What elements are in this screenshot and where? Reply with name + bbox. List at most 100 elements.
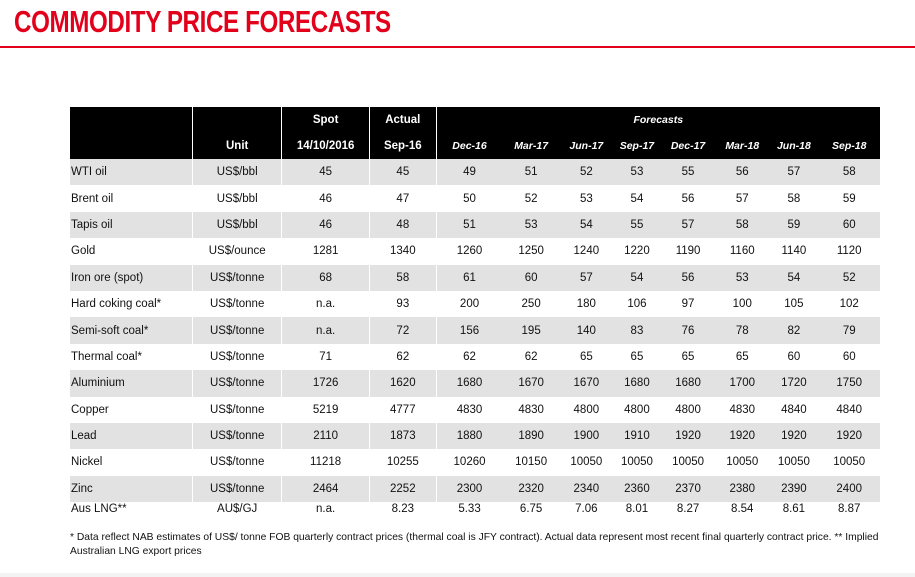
forecast-cell: 10050 <box>559 449 613 476</box>
actual-cell: 58 <box>369 264 437 291</box>
spot-cell: 71 <box>281 343 370 371</box>
forecast-cell: 4830 <box>715 396 770 423</box>
forecast-cell: 1920 <box>769 422 819 450</box>
forecast-cell: 78 <box>715 317 770 344</box>
forecast-cell: 60 <box>818 343 880 371</box>
unit-cell: US$/bbl <box>192 159 282 186</box>
forecast-cell: 58 <box>715 211 770 239</box>
unit-cell: US$/tonne <box>192 449 282 476</box>
table-row: Aluminium US$/tonne 1726 1620 1680 1670 1670 16… <box>70 370 880 397</box>
header-forecast-period: Mar-17 <box>502 133 560 159</box>
forecast-cell: 1680 <box>660 370 716 397</box>
forecast-cell: 53 <box>502 211 560 239</box>
forecast-cell: 10050 <box>715 449 770 476</box>
spot-cell: 45 <box>281 159 370 186</box>
forecast-cell: 7.06 <box>559 502 613 521</box>
forecast-cell: 1680 <box>612 370 661 397</box>
header-row-top: Spot Actual Forecasts <box>70 107 880 133</box>
forecast-cell: 8.54 <box>715 502 770 521</box>
unit-cell: US$/tonne <box>192 475 282 503</box>
unit-cell: US$/tonne <box>192 370 282 397</box>
unit-cell: US$/tonne <box>192 343 282 371</box>
unit-cell: US$/tonne <box>192 290 282 318</box>
header-forecast-period: Jun-17 <box>559 133 613 159</box>
forecast-cell: 4840 <box>769 396 819 423</box>
forecast-cell: 106 <box>612 290 661 318</box>
commodity-name: Semi-soft coal* <box>70 317 193 344</box>
forecast-cell: 55 <box>660 159 716 186</box>
commodity-name: Brent oil <box>70 185 193 212</box>
forecast-cell: 62 <box>435 343 503 371</box>
spot-cell: 11218 <box>281 449 370 476</box>
actual-cell: 45 <box>369 159 437 186</box>
forecast-cell: 76 <box>660 317 716 344</box>
unit-cell: US$/tonne <box>192 422 282 450</box>
forecast-cell: 5.33 <box>435 502 503 521</box>
header-blank-2 <box>70 133 193 159</box>
header-spot: Spot <box>281 107 370 133</box>
table-row: Copper US$/tonne 5219 4777 4830 4830 4800 4800 4… <box>70 396 880 423</box>
forecast-cell: 60 <box>769 343 819 371</box>
commodity-name: Hard coking coal* <box>70 290 193 318</box>
actual-cell: 62 <box>369 343 437 371</box>
header-blank <box>70 107 193 133</box>
header-forecast-period: Mar-18 <box>715 133 770 159</box>
forecast-cell: 10050 <box>769 449 819 476</box>
forecast-cell: 50 <box>435 185 503 212</box>
table-row: Semi-soft coal* US$/tonne n.a. 72 156 195 140 8… <box>70 317 880 344</box>
actual-cell: 1620 <box>369 370 437 397</box>
forecast-cell: 59 <box>818 185 880 212</box>
forecast-cell: 1900 <box>559 422 613 450</box>
forecast-cell: 8.61 <box>769 502 819 521</box>
forecast-cell: 54 <box>559 211 613 239</box>
forecast-cell: 65 <box>559 343 613 371</box>
forecast-cell: 1670 <box>502 370 560 397</box>
forecast-cell: 54 <box>769 264 819 291</box>
spot-cell: n.a. <box>281 290 370 318</box>
spot-cell: 2110 <box>281 422 370 450</box>
table-row: Nickel US$/tonne 11218 10255 10260 10150 10050… <box>70 449 880 476</box>
forecast-cell: 1250 <box>502 238 560 265</box>
forecast-cell: 82 <box>769 317 819 344</box>
forecast-cell: 55 <box>612 211 661 239</box>
forecast-cell: 1220 <box>612 238 661 265</box>
forecast-cell: 2360 <box>612 475 661 503</box>
forecast-cell: 156 <box>435 317 503 344</box>
forecast-cell: 1880 <box>435 422 503 450</box>
actual-cell: 2252 <box>369 475 437 503</box>
forecast-cell: 52 <box>559 159 613 186</box>
forecast-cell: 53 <box>559 185 613 212</box>
header-row-bottom: Unit 14/10/2016 Sep-16 Dec-16 Mar-17 Jun… <box>70 133 880 159</box>
header-actual: Actual <box>369 107 437 133</box>
spot-cell: 2464 <box>281 475 370 503</box>
forecast-cell: 1190 <box>660 238 716 265</box>
unit-cell: US$/tonne <box>192 317 282 344</box>
commodity-table: Spot Actual Forecasts Unit 14/10/2016 Se… <box>70 107 880 521</box>
actual-cell: 1340 <box>369 238 437 265</box>
spot-cell: 1281 <box>281 238 370 265</box>
forecast-cell: 51 <box>502 159 560 186</box>
forecast-cell: 1680 <box>435 370 503 397</box>
forecast-cell: 79 <box>818 317 880 344</box>
commodity-name: Iron ore (spot) <box>70 264 193 291</box>
forecast-cell: 4800 <box>612 396 661 423</box>
commodity-name: Copper <box>70 396 193 423</box>
forecast-cell: 180 <box>559 290 613 318</box>
unit-cell: US$/tonne <box>192 396 282 423</box>
table-body: WTI oil US$/bbl 45 45 49 51 52 53 55 56 57 58 Brent … <box>70 159 880 521</box>
header-spot-date: 14/10/2016 <box>281 133 370 159</box>
forecast-cell: 1890 <box>502 422 560 450</box>
header-unit: Unit <box>192 133 282 159</box>
commodity-name: Aus LNG** <box>70 502 193 521</box>
actual-cell: 48 <box>369 211 437 239</box>
forecast-cell: 60 <box>818 211 880 239</box>
forecast-cell: 1720 <box>769 370 819 397</box>
forecast-cell: 105 <box>769 290 819 318</box>
header-forecast-period: Sep-17 <box>612 133 661 159</box>
spot-cell: 46 <box>281 185 370 212</box>
forecast-cell: 53 <box>612 159 661 186</box>
table-row: Zinc US$/tonne 2464 2252 2300 2320 2340 2360 237… <box>70 475 880 503</box>
forecast-cell: 2300 <box>435 475 503 503</box>
table-row: Brent oil US$/bbl 46 47 50 52 53 54 56 57 58 59 <box>70 185 880 212</box>
commodity-name: Gold <box>70 238 193 265</box>
